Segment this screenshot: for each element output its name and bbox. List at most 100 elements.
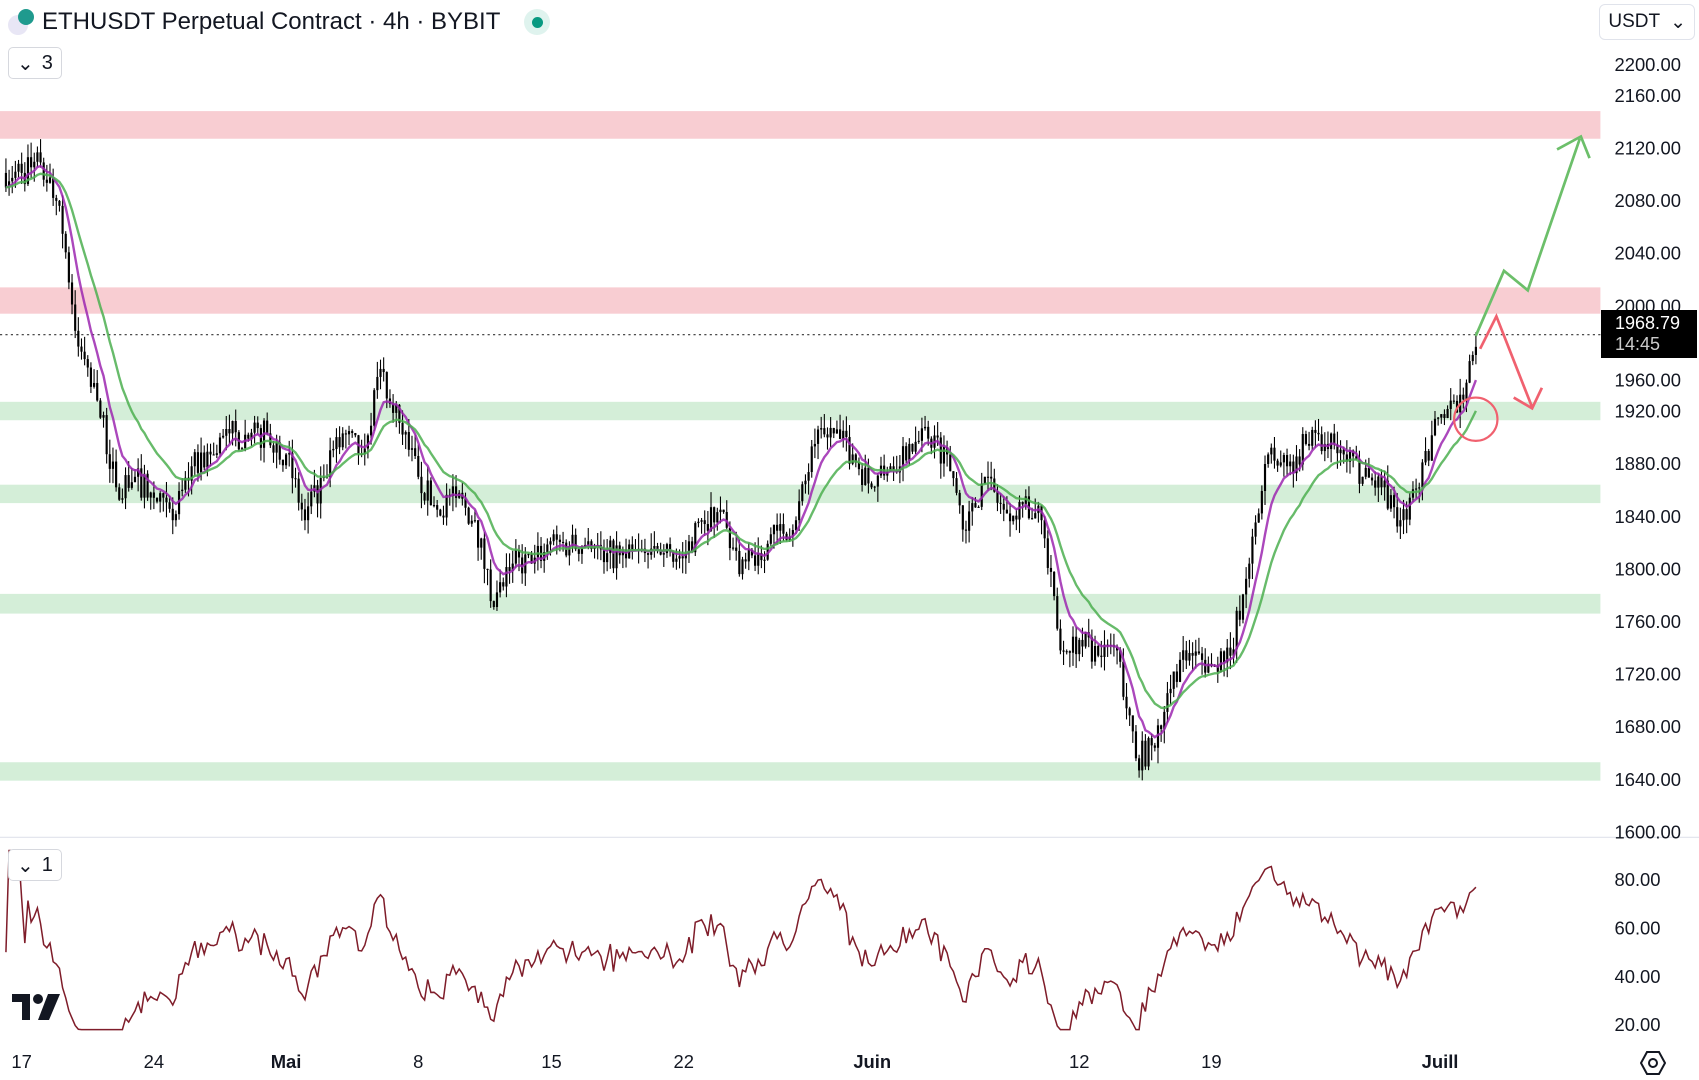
candle-body <box>174 514 177 521</box>
settings-icon[interactable] <box>1640 1050 1666 1076</box>
support-zone <box>0 484 1601 504</box>
candle-body <box>889 466 892 472</box>
candle-body <box>1188 652 1191 661</box>
price-tick: 1760.00 <box>1614 611 1681 632</box>
candle <box>1361 476 1364 486</box>
candle <box>1002 495 1005 522</box>
candle-body <box>429 480 432 506</box>
candle-body <box>1336 444 1339 454</box>
candle <box>709 492 713 532</box>
candle <box>1216 656 1219 683</box>
candle-body <box>905 446 908 461</box>
candle-body <box>920 428 923 441</box>
candle-body <box>1153 745 1156 748</box>
candle-body <box>706 524 709 531</box>
candle-body <box>1418 487 1421 489</box>
tradingview-logo-icon <box>12 994 60 1020</box>
candle <box>842 420 845 448</box>
resistance-zone <box>0 287 1601 314</box>
candle <box>612 538 615 574</box>
candle <box>990 461 993 491</box>
candle <box>1056 587 1059 631</box>
candle <box>1106 639 1109 657</box>
candle <box>873 485 876 492</box>
candle <box>820 416 823 439</box>
candle <box>159 491 162 513</box>
candle-body <box>1200 653 1204 660</box>
rsi-collapse-button[interactable]: ⌄ 1 <box>8 849 62 881</box>
candle <box>1377 473 1380 502</box>
candle-body <box>1068 651 1071 653</box>
candle <box>74 290 77 339</box>
candle <box>209 443 212 467</box>
candle-body <box>757 553 760 566</box>
candle-body <box>876 475 879 487</box>
candle <box>108 439 111 483</box>
candle <box>1185 640 1188 670</box>
candle <box>401 410 404 445</box>
candle <box>606 539 609 572</box>
candle-body <box>108 454 111 469</box>
candle-body <box>508 567 511 571</box>
candle-body <box>376 376 379 391</box>
currency-select[interactable]: USDT ⌄ <box>1599 4 1695 40</box>
candle-body <box>980 483 983 507</box>
chart-title[interactable]: ETHUSDT Perpetual Contract · 4h · BYBIT <box>42 8 501 35</box>
candle <box>52 168 55 206</box>
rsi-layer <box>5 849 1477 1031</box>
candle <box>272 440 275 463</box>
candle <box>829 417 832 448</box>
candle <box>1109 633 1112 655</box>
candle-body <box>1345 454 1348 462</box>
price-tick: 1720.00 <box>1614 664 1681 685</box>
candle-body <box>152 492 155 498</box>
candle-body <box>420 476 423 494</box>
candle <box>373 388 376 431</box>
candle-body <box>558 539 562 542</box>
indicators-collapse-button[interactable]: ⌄ 3 <box>8 47 62 79</box>
candle <box>423 491 426 505</box>
candle-body <box>697 521 700 524</box>
candle-body <box>505 567 508 587</box>
candle-body <box>1430 435 1433 461</box>
candle-body <box>228 429 231 434</box>
price-tick: 2040.00 <box>1614 243 1681 264</box>
candle-body <box>489 569 492 602</box>
candle-body <box>763 559 766 561</box>
candle <box>171 497 174 535</box>
candle-body <box>738 550 741 575</box>
price-tick: 2080.00 <box>1614 190 1681 211</box>
candle <box>7 169 11 196</box>
candle-body <box>1307 443 1311 446</box>
candle <box>1468 354 1471 384</box>
candle <box>659 542 662 556</box>
candle <box>1307 431 1311 451</box>
candle <box>826 427 829 450</box>
candle-body <box>48 177 52 183</box>
candle-body <box>206 451 209 468</box>
candle <box>939 432 942 479</box>
candle-body <box>1008 513 1012 522</box>
candle <box>650 533 653 560</box>
candle-body <box>439 509 442 516</box>
rsi-tick: 80.00 <box>1614 869 1660 890</box>
candle-body <box>278 442 281 460</box>
candle <box>376 361 379 399</box>
candle <box>1175 663 1178 688</box>
candle <box>149 491 152 510</box>
candle <box>70 274 74 315</box>
candle-body <box>307 506 310 521</box>
candle-body <box>401 422 404 435</box>
candle-body <box>1437 417 1440 419</box>
candle <box>502 577 505 591</box>
candle <box>713 506 716 538</box>
candle-body <box>662 553 665 555</box>
date-tick: Mai <box>271 1051 302 1072</box>
candle-body <box>716 512 719 523</box>
market-status-icon[interactable] <box>524 9 551 35</box>
candle <box>999 493 1002 514</box>
candle-body <box>1364 467 1367 477</box>
candle-body <box>329 450 332 478</box>
candle-body <box>1333 433 1336 445</box>
